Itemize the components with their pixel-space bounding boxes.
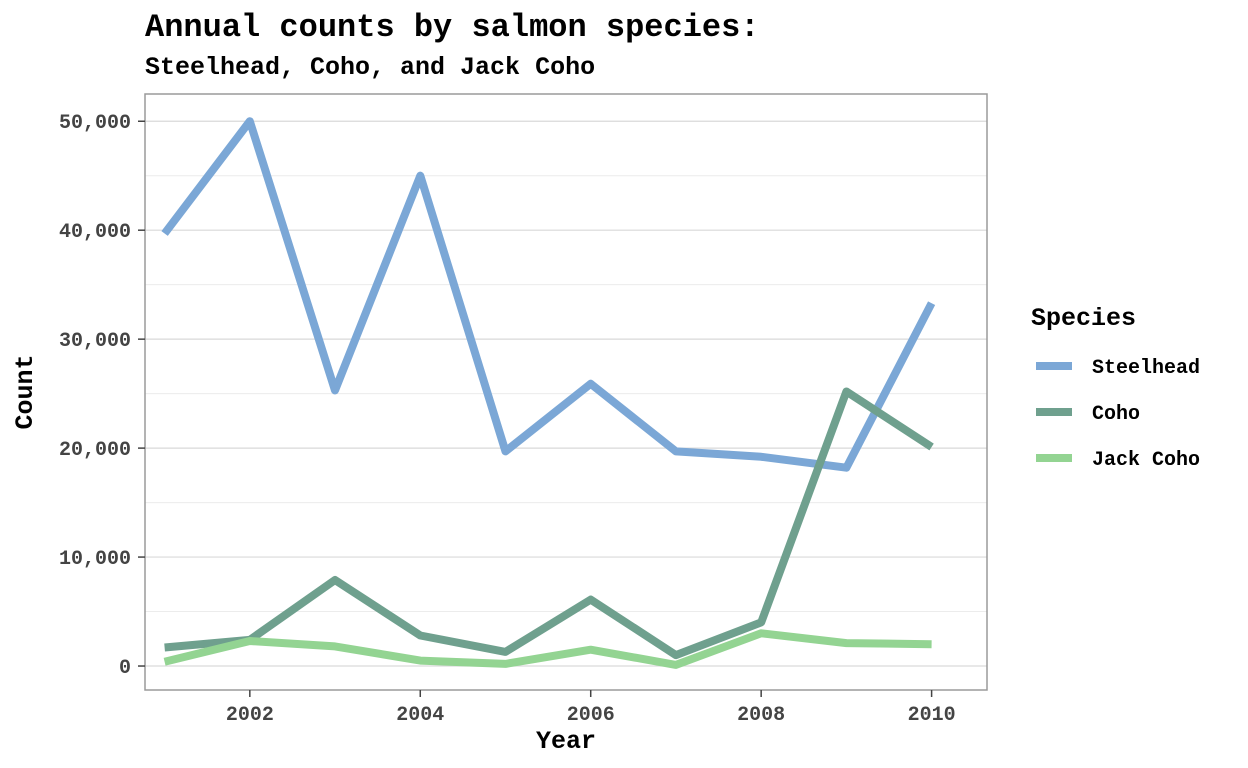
x-tick-label: 2010 <box>908 704 956 727</box>
y-tick-label: 0 <box>119 657 131 680</box>
x-tick-label: 2008 <box>737 704 785 727</box>
x-tick-label: 2006 <box>567 704 615 727</box>
legend-items: Steelhead Coho Jack Coho <box>1036 357 1200 472</box>
y-tick-label: 40,000 <box>59 221 131 244</box>
series-line-steelhead <box>161 117 936 472</box>
chart-subtitle: Steelhead, Coho, and Jack Coho <box>145 53 595 82</box>
series-line-jack-coho <box>163 629 932 669</box>
series-lines <box>161 117 936 669</box>
x-axis-ticks: 2002 2004 2006 2008 2010 <box>226 690 956 727</box>
chart-title: Annual counts by salmon species: <box>145 9 760 46</box>
y-tick-label: 20,000 <box>59 439 131 462</box>
y-tick-label: 30,000 <box>59 330 131 353</box>
y-axis-title: Count <box>11 354 40 429</box>
series-line-coho <box>164 387 934 660</box>
x-tick-label: 2002 <box>226 704 274 727</box>
legend-title: Species <box>1031 304 1136 333</box>
y-axis-ticks: 0 10,000 20,000 30,000 40,000 50,000 <box>59 112 145 680</box>
plot-panel-border <box>144 93 988 691</box>
legend-label: Jack Coho <box>1092 449 1200 472</box>
legend-label: Coho <box>1092 403 1140 426</box>
x-axis-title: Year <box>536 727 596 756</box>
legend: Species Steelhead Coho Jack Coho <box>1031 304 1200 472</box>
x-tick-label: 2004 <box>396 704 444 727</box>
legend-label: Steelhead <box>1092 357 1200 380</box>
gridlines <box>145 120 987 667</box>
y-tick-label: 10,000 <box>59 548 131 571</box>
y-tick-label: 50,000 <box>59 112 131 135</box>
